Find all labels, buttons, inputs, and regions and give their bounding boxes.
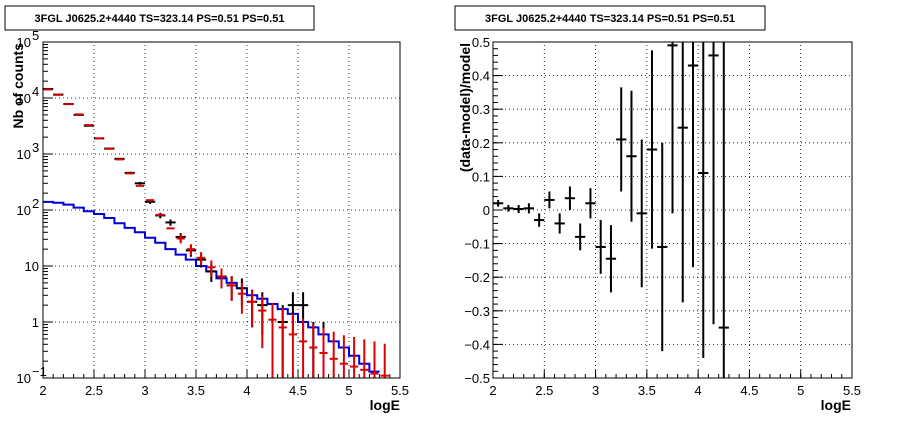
model-step-line (43, 200, 380, 373)
left-y-tick-exponent: −1 (32, 364, 47, 379)
right-y-tick-label: 0 (483, 203, 490, 218)
left-x-tick-label: 5.5 (391, 383, 409, 398)
right-y-tick-label: −0.4 (464, 337, 490, 352)
left-y-tick-label: 1 (32, 315, 39, 330)
left-y-tick-label: 10 (17, 371, 31, 386)
right-y-tick-label: −0.3 (464, 304, 490, 319)
left-title-box (4, 5, 315, 31)
right-x-tick-label: 4.5 (740, 383, 758, 398)
left-plot-area (43, 87, 389, 378)
right-panel: 3FGL J0625.2+4440 TS=323.14 PS=0.51 PS=0… (454, 5, 861, 413)
left-y-tick-exponent: 3 (32, 140, 39, 155)
right-y-axis-label: (data-model)/model (457, 43, 473, 172)
left-y-tick-label: 10 (17, 35, 31, 50)
left-panel: 3FGL J0625.2+4440 TS=323.14 PS=0.51 PS=0… (4, 5, 410, 413)
left-frame (42, 41, 401, 379)
left-title: 3FGL J0625.2+4440 TS=323.14 PS=0.51 PS=0… (35, 13, 285, 25)
left-x-tick-label: 4.5 (289, 383, 307, 398)
right-y-tick-label: −0.1 (464, 237, 490, 252)
right-plot-area (493, 42, 729, 378)
right-x-tick-label: 4 (695, 383, 702, 398)
left-grid (43, 42, 400, 378)
left-x-tick-label: 4 (243, 383, 250, 398)
left-x-tick-label: 2.5 (85, 383, 103, 398)
right-y-tick-label: −0.5 (464, 371, 490, 386)
right-y-tick-label: 0.2 (472, 136, 490, 151)
left-y-axis-label: Nb of counts (10, 43, 26, 129)
right-title: 3FGL J0625.2+4440 TS=323.14 PS=0.51 PS=0… (485, 13, 735, 25)
left-y-tick-label: 10 (17, 91, 31, 106)
left-x-tick-label: 5 (345, 383, 352, 398)
right-x-tick-label: 5.5 (843, 383, 861, 398)
right-title-box (454, 5, 766, 31)
right-x-tick-label: 2.5 (535, 383, 553, 398)
left-x-axis-label: logE (370, 397, 400, 413)
right-x-tick-label: 3.5 (638, 383, 656, 398)
right-y-tick-label: −0.2 (464, 270, 490, 285)
left-y-tick-label: 10 (25, 259, 39, 274)
left-y-tick-exponent: 4 (32, 84, 39, 99)
right-x-tick-label: 2 (489, 383, 496, 398)
right-y-tick-label: 0.4 (472, 69, 490, 84)
right-x-tick-label: 3 (592, 383, 599, 398)
left-y-tick-label: 10 (17, 203, 31, 218)
left-y-tick-exponent: 5 (32, 28, 39, 43)
left-x-tick-label: 2 (39, 383, 46, 398)
right-x-axis-label: logE (821, 397, 851, 413)
right-x-tick-label: 5 (797, 383, 804, 398)
right-y-tick-label: 0.1 (472, 169, 490, 184)
right-grid (493, 42, 852, 378)
left-x-tick-label: 3.5 (187, 383, 205, 398)
left-y-tick-label: 10 (17, 147, 31, 162)
left-x-tick-label: 3 (141, 383, 148, 398)
right-axes: 2 2.5 3 3.5 4 4.5 5 5.5 −0.5 −0.4 −0.3 −0.2 −0.1 0 0.1… (464, 35, 861, 398)
right-y-tick-label: 0.5 (472, 35, 490, 50)
left-y-tick-exponent: 2 (32, 196, 39, 211)
right-y-tick-label: 0.3 (472, 102, 490, 117)
